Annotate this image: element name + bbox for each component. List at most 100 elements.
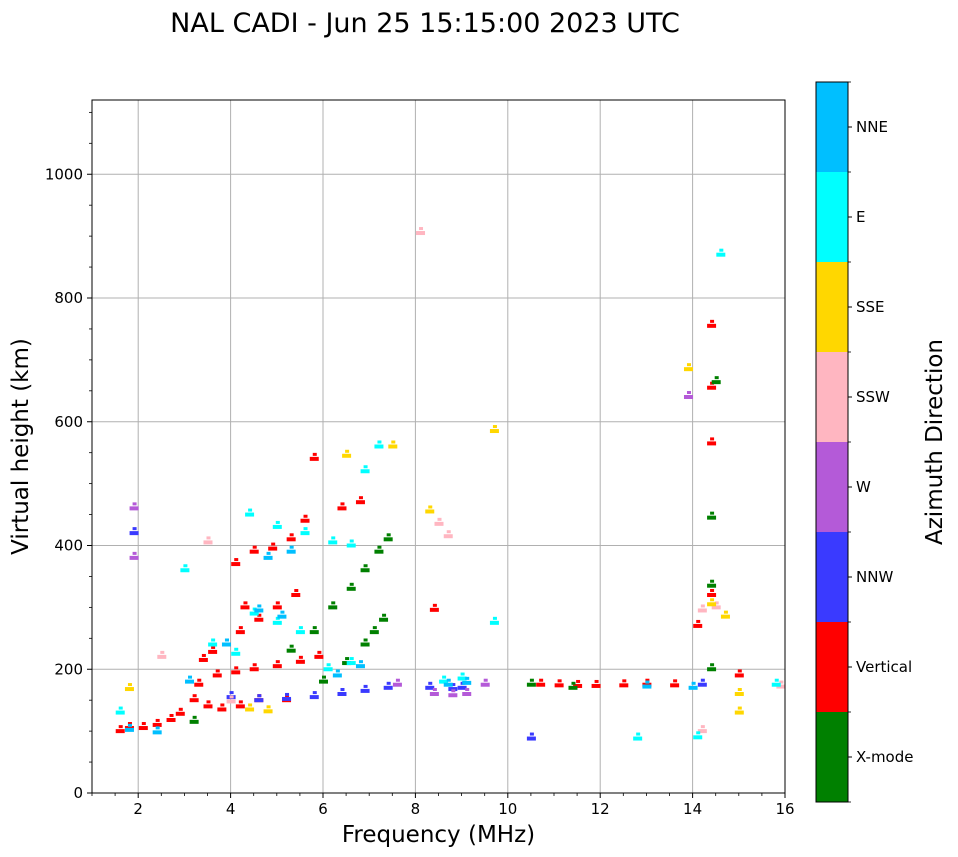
- echo-point: [360, 568, 370, 573]
- echo-point: [235, 704, 245, 709]
- echo-point: [489, 620, 499, 625]
- colorbar-label: NNE: [856, 118, 888, 136]
- echo-point: [275, 520, 280, 524]
- echo-point: [734, 692, 744, 696]
- echo-point: [691, 681, 696, 685]
- echo-point: [714, 376, 719, 380]
- echo-point: [328, 605, 338, 610]
- echo-point: [710, 511, 715, 515]
- echo-point: [309, 630, 319, 635]
- echo-point: [291, 593, 301, 597]
- echo-point: [429, 692, 439, 696]
- echo-point: [203, 704, 213, 709]
- echo-point: [554, 683, 564, 688]
- echo-point: [231, 670, 241, 675]
- echo-point: [707, 441, 717, 446]
- echo-point: [716, 252, 726, 257]
- echo-point: [425, 509, 435, 514]
- echo-point: [360, 642, 370, 647]
- echo-point: [460, 672, 465, 676]
- echo-point: [428, 505, 433, 509]
- echo-point: [434, 521, 444, 526]
- echo-point: [388, 444, 398, 449]
- echo-point: [326, 663, 331, 667]
- echo-point: [254, 617, 264, 622]
- echo-point: [289, 644, 294, 648]
- colorbar-label: W: [856, 478, 871, 496]
- echo-point: [252, 663, 257, 667]
- echo-point: [245, 707, 255, 712]
- series-e: [115, 248, 781, 741]
- echo-point: [178, 707, 183, 711]
- echo-point: [252, 545, 257, 549]
- echo-point: [700, 678, 705, 682]
- echo-point: [462, 692, 472, 696]
- echo-point: [737, 669, 742, 673]
- echo-point: [234, 666, 239, 670]
- echo-point: [208, 649, 218, 654]
- echo-point: [363, 638, 368, 642]
- series-sse: [124, 363, 744, 715]
- echo-point: [391, 440, 396, 444]
- echo-point: [568, 685, 578, 690]
- echo-point: [115, 710, 125, 715]
- echo-point: [138, 726, 148, 731]
- echo-point: [710, 579, 715, 583]
- echo-point: [448, 687, 458, 692]
- echo-point: [693, 735, 703, 740]
- echo-point: [266, 551, 271, 555]
- echo-point: [355, 664, 365, 669]
- series-x-mode: [189, 376, 721, 724]
- echo-point: [322, 675, 326, 679]
- echo-point: [697, 729, 707, 734]
- echo-point: [386, 533, 391, 537]
- echo-point: [437, 517, 442, 521]
- colorbar-swatch: [816, 352, 848, 442]
- echo-point: [127, 683, 132, 687]
- echo-point: [328, 540, 338, 545]
- echo-point: [446, 530, 451, 534]
- echo-point: [298, 655, 303, 659]
- echo-point: [206, 536, 211, 540]
- echo-point: [636, 732, 641, 736]
- echo-point: [295, 630, 305, 635]
- x-axis-ticks: 2 4 6 8 10 12 14 16: [91, 793, 795, 818]
- echo-point: [576, 679, 581, 683]
- echo-point: [710, 598, 715, 602]
- echo-point: [489, 429, 499, 434]
- echo-point: [194, 682, 204, 687]
- echo-point: [355, 500, 365, 505]
- echo-point: [707, 323, 717, 328]
- echo-point: [211, 638, 216, 642]
- echo-point: [249, 549, 259, 554]
- echo-point: [272, 620, 282, 625]
- echo-point: [317, 650, 322, 654]
- x-tick-label: 4: [226, 800, 236, 818]
- echo-point: [155, 718, 160, 722]
- echo-point: [118, 706, 123, 710]
- echo-point: [707, 583, 717, 588]
- colorbar-swatch: [816, 622, 848, 712]
- echo-point: [710, 663, 715, 667]
- echo-point: [337, 506, 347, 511]
- echo-point: [243, 601, 248, 605]
- echo-point: [719, 248, 724, 252]
- echo-point: [189, 698, 199, 703]
- echo-point: [707, 593, 717, 597]
- echo-point: [275, 601, 280, 605]
- echo-point: [374, 549, 384, 554]
- x-axis-label: Frequency (MHz): [342, 822, 535, 848]
- echo-point: [448, 693, 458, 698]
- echo-point: [188, 675, 193, 679]
- echo-point: [369, 630, 379, 635]
- echo-point: [203, 540, 213, 545]
- echo-point: [363, 564, 368, 568]
- echo-point: [275, 660, 280, 664]
- echo-point: [215, 669, 220, 673]
- echo-point: [536, 682, 546, 687]
- x-tick-label: 12: [591, 800, 610, 818]
- echo-point: [201, 653, 206, 657]
- echo-point: [673, 679, 678, 683]
- y-tick-label: 1000: [45, 165, 83, 183]
- echo-point: [492, 616, 497, 620]
